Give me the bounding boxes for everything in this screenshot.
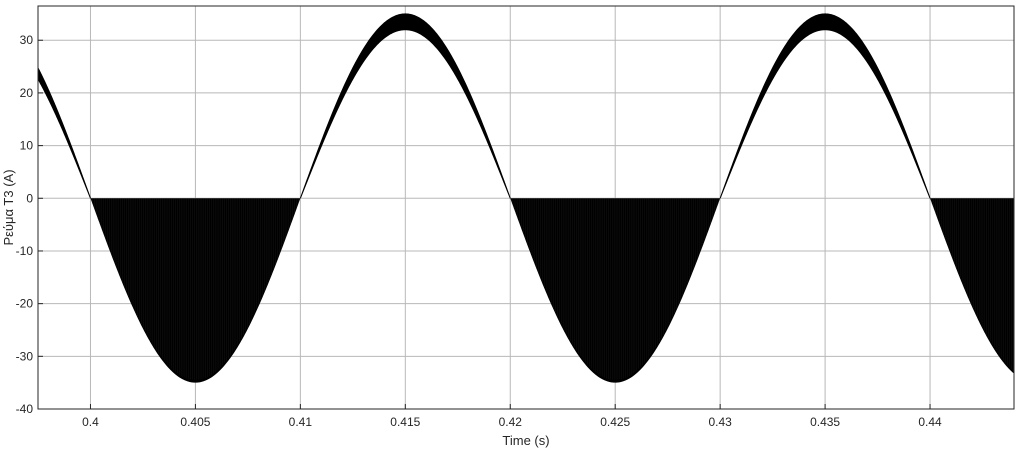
series-negative-lobe bbox=[930, 198, 1014, 374]
series-positive-band bbox=[38, 67, 91, 199]
x-tick-label: 0.425 bbox=[600, 415, 630, 429]
plot-area bbox=[38, 13, 1014, 383]
y-tick-label: 0 bbox=[26, 191, 33, 205]
x-axis-label: Time (s) bbox=[502, 433, 549, 448]
x-tick-label: 0.41 bbox=[289, 415, 313, 429]
x-tick-label: 0.44 bbox=[918, 415, 942, 429]
x-tick-label: 0.42 bbox=[499, 415, 523, 429]
x-tick-label: 0.435 bbox=[810, 415, 840, 429]
y-tick-label: 10 bbox=[20, 139, 34, 153]
series-negative-lobe bbox=[90, 198, 301, 383]
x-tick-label: 0.415 bbox=[390, 415, 420, 429]
y-tick-label: 30 bbox=[20, 33, 34, 47]
y-tick-label: -30 bbox=[16, 349, 34, 363]
x-tick-label: 0.43 bbox=[708, 415, 732, 429]
axes-frame bbox=[37, 5, 1015, 410]
y-tick-label: -10 bbox=[16, 244, 34, 258]
y-axis-label: Ρεύμα Τ3 (A) bbox=[1, 169, 16, 245]
series-negative-lobe bbox=[510, 198, 721, 383]
y-axis: -40 -30 -20 -10 0 10 20 30 bbox=[16, 33, 43, 416]
y-tick-label: 20 bbox=[20, 86, 34, 100]
y-tick-label: -20 bbox=[16, 297, 34, 311]
x-tick-label: 0.405 bbox=[180, 415, 210, 429]
y-tick-label: -40 bbox=[16, 402, 34, 416]
x-axis: 0.4 0.405 0.41 0.415 0.42 0.425 0.43 0.435 0.44 bbox=[82, 404, 942, 429]
x-tick-label: 0.4 bbox=[82, 415, 99, 429]
